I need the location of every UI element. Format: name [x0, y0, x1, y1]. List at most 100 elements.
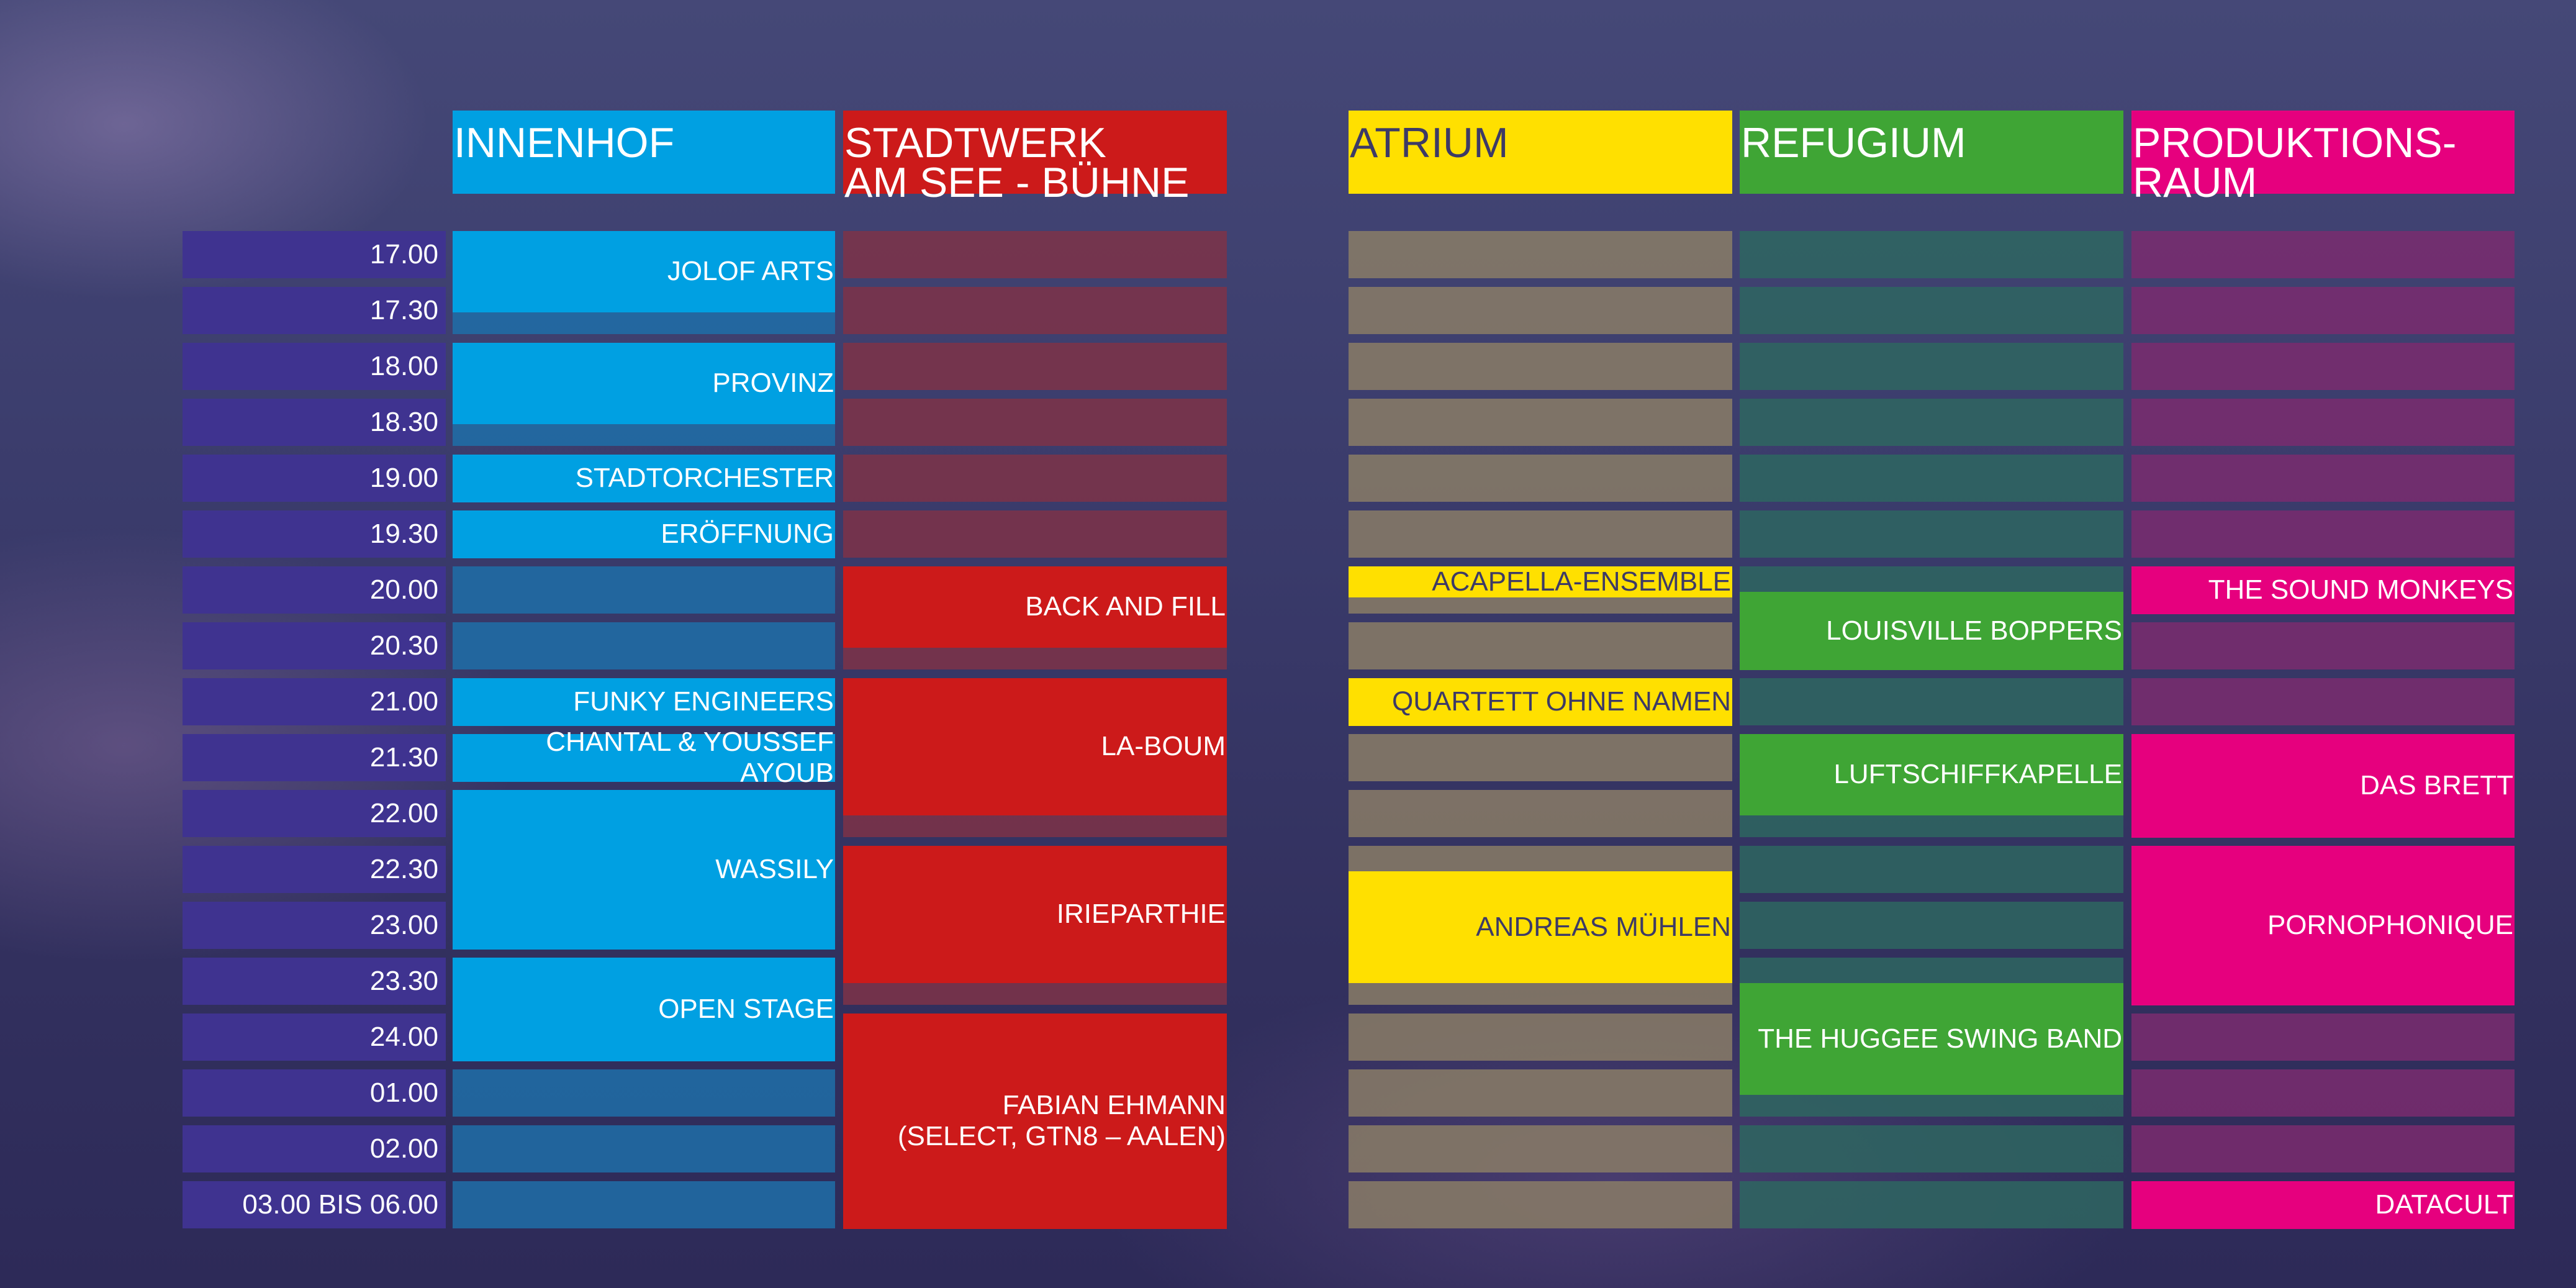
stage-header-atrium: ATRIUM — [1349, 111, 1732, 194]
empty-slot-atrium — [1349, 790, 1732, 837]
empty-slot-atrium — [1349, 399, 1732, 446]
event-stadtwerk[interactable]: BACK AND FILL — [843, 566, 1227, 648]
stage-header-stadtwerk: STADTWERK AM SEE - BÜHNE — [843, 111, 1227, 204]
event-stadtwerk[interactable]: FABIAN EHMANN (SELECT, GTN8 – AALEN) — [843, 1014, 1227, 1229]
time-slot-label: 23.00 — [183, 902, 446, 949]
empty-slot-atrium — [1349, 622, 1732, 669]
event-innenhof[interactable]: ERÖFFNUNG — [453, 510, 835, 558]
empty-slot-innenhof — [453, 566, 835, 614]
event-produktionsraum[interactable]: DAS BRETT — [2131, 734, 2515, 838]
time-slot-label: 23.30 — [183, 958, 446, 1005]
empty-slot-produktionsraum — [2131, 399, 2515, 446]
empty-slot-atrium — [1349, 343, 1732, 390]
event-produktionsraum[interactable]: PORNOPHONIQUE — [2131, 846, 2515, 1005]
event-innenhof[interactable]: PROVINZ — [453, 343, 835, 424]
empty-slot-produktionsraum — [2131, 622, 2515, 669]
event-label: CHANTAL & YOUSSEF AYOUB — [546, 727, 834, 789]
time-slot-label: 21.30 — [183, 734, 446, 781]
event-innenhof[interactable]: STADTORCHESTER — [453, 455, 835, 502]
event-produktionsraum[interactable]: DATACULT — [2131, 1181, 2515, 1229]
time-slot-label: 17.30 — [183, 287, 446, 334]
empty-slot-atrium — [1349, 1181, 1732, 1228]
empty-slot-innenhof — [453, 1069, 835, 1117]
time-slot-label: 19.00 — [183, 455, 446, 502]
empty-slot-produktionsraum — [2131, 287, 2515, 334]
event-label: DATACULT — [2375, 1189, 2513, 1220]
time-slot-label: 02.00 — [183, 1125, 446, 1172]
empty-slot-stadtwerk — [843, 455, 1227, 502]
empty-slot-atrium — [1349, 1069, 1732, 1117]
empty-slot-produktionsraum — [2131, 343, 2515, 390]
event-innenhof[interactable]: FUNKY ENGINEERS — [453, 678, 835, 726]
time-slot-label: 22.00 — [183, 790, 446, 837]
empty-slot-produktionsraum — [2131, 1014, 2515, 1061]
time-slot-label: 24.00 — [183, 1014, 446, 1061]
event-refugium[interactable]: LOUISVILLE BOPPERS — [1740, 591, 2123, 670]
event-label: DAS BRETT — [2360, 770, 2513, 801]
empty-slot-atrium — [1349, 287, 1732, 334]
event-stadtwerk[interactable]: LA-BOUM — [843, 678, 1227, 815]
event-label: ANDREAS MÜHLEN — [1476, 911, 1731, 942]
time-slot-label: 21.00 — [183, 678, 446, 725]
time-slot-label: 18.30 — [183, 399, 446, 446]
event-produktionsraum[interactable]: THE SOUND MONKEYS — [2131, 566, 2515, 614]
empty-slot-refugium — [1740, 902, 2123, 949]
event-innenhof[interactable]: CHANTAL & YOUSSEF AYOUB — [453, 727, 835, 788]
empty-slot-innenhof — [453, 1181, 835, 1228]
event-refugium[interactable]: LUFTSCHIFFKAPELLE — [1740, 734, 2123, 815]
empty-slot-atrium — [1349, 1125, 1732, 1172]
empty-slot-innenhof — [453, 1125, 835, 1172]
empty-slot-produktionsraum — [2131, 510, 2515, 558]
event-label: JOLOF ARTS — [667, 256, 834, 287]
empty-slot-produktionsraum — [2131, 1125, 2515, 1172]
empty-slot-atrium — [1349, 1014, 1732, 1061]
event-innenhof[interactable]: OPEN STAGE — [453, 958, 835, 1061]
time-slot-label: 18.00 — [183, 343, 446, 390]
empty-slot-refugium — [1740, 287, 2123, 334]
event-atrium[interactable]: ANDREAS MÜHLEN — [1349, 871, 1732, 983]
empty-slot-stadtwerk — [843, 399, 1227, 446]
event-label: THE SOUND MONKEYS — [2208, 574, 2513, 605]
event-label: WASSILY — [715, 854, 834, 885]
empty-slot-refugium — [1740, 1181, 2123, 1228]
empty-slot-stadtwerk — [843, 510, 1227, 558]
time-slot-label: 17.00 — [183, 231, 446, 278]
empty-slot-stadtwerk — [843, 231, 1227, 278]
empty-slot-refugium — [1740, 455, 2123, 502]
event-label: ERÖFFNUNG — [661, 519, 834, 550]
event-atrium[interactable]: ACAPELLA-ENSEMBLE — [1349, 566, 1732, 597]
empty-slot-stadtwerk — [843, 343, 1227, 390]
time-slot-label: 20.30 — [183, 622, 446, 669]
time-slot-label: 01.00 — [183, 1069, 446, 1117]
event-refugium[interactable]: THE HUGGEE SWING BAND — [1740, 982, 2123, 1095]
event-innenhof[interactable]: JOLOF ARTS — [453, 231, 835, 312]
event-stadtwerk[interactable]: IRIEPARTHIE — [843, 846, 1227, 983]
empty-slot-atrium — [1349, 455, 1732, 502]
event-label: PROVINZ — [712, 368, 834, 399]
event-label: FABIAN EHMANN (SELECT, GTN8 – AALEN) — [897, 1090, 1226, 1152]
time-slot-label: 03.00 BIS 06.00 — [183, 1181, 446, 1228]
empty-slot-refugium — [1740, 510, 2123, 558]
event-label: LOUISVILLE BOPPERS — [1826, 615, 2122, 646]
event-label: LUFTSCHIFFKAPELLE — [1833, 759, 2122, 790]
event-label: FUNKY ENGINEERS — [573, 686, 834, 717]
empty-slot-produktionsraum — [2131, 1069, 2515, 1117]
event-label: BACK AND FILL — [1025, 591, 1226, 622]
empty-slot-refugium — [1740, 846, 2123, 893]
event-label: IRIEPARTHIE — [1056, 899, 1226, 930]
event-label: OPEN STAGE — [658, 994, 834, 1025]
empty-slot-innenhof — [453, 622, 835, 669]
empty-slot-refugium — [1740, 1125, 2123, 1172]
event-label: PORNOPHONIQUE — [2267, 910, 2513, 941]
empty-slot-refugium — [1740, 678, 2123, 725]
event-atrium[interactable]: QUARTETT OHNE NAMEN — [1349, 678, 1732, 726]
stage-header-innenhof: INNENHOF — [453, 111, 835, 194]
event-label: QUARTETT OHNE NAMEN — [1392, 686, 1731, 717]
empty-slot-atrium — [1349, 231, 1732, 278]
time-slot-label: 19.30 — [183, 510, 446, 558]
event-innenhof[interactable]: WASSILY — [453, 790, 835, 950]
empty-slot-atrium — [1349, 734, 1732, 781]
event-label: ACAPELLA-ENSEMBLE — [1432, 566, 1731, 597]
empty-slot-produktionsraum — [2131, 231, 2515, 278]
empty-slot-produktionsraum — [2131, 678, 2515, 725]
